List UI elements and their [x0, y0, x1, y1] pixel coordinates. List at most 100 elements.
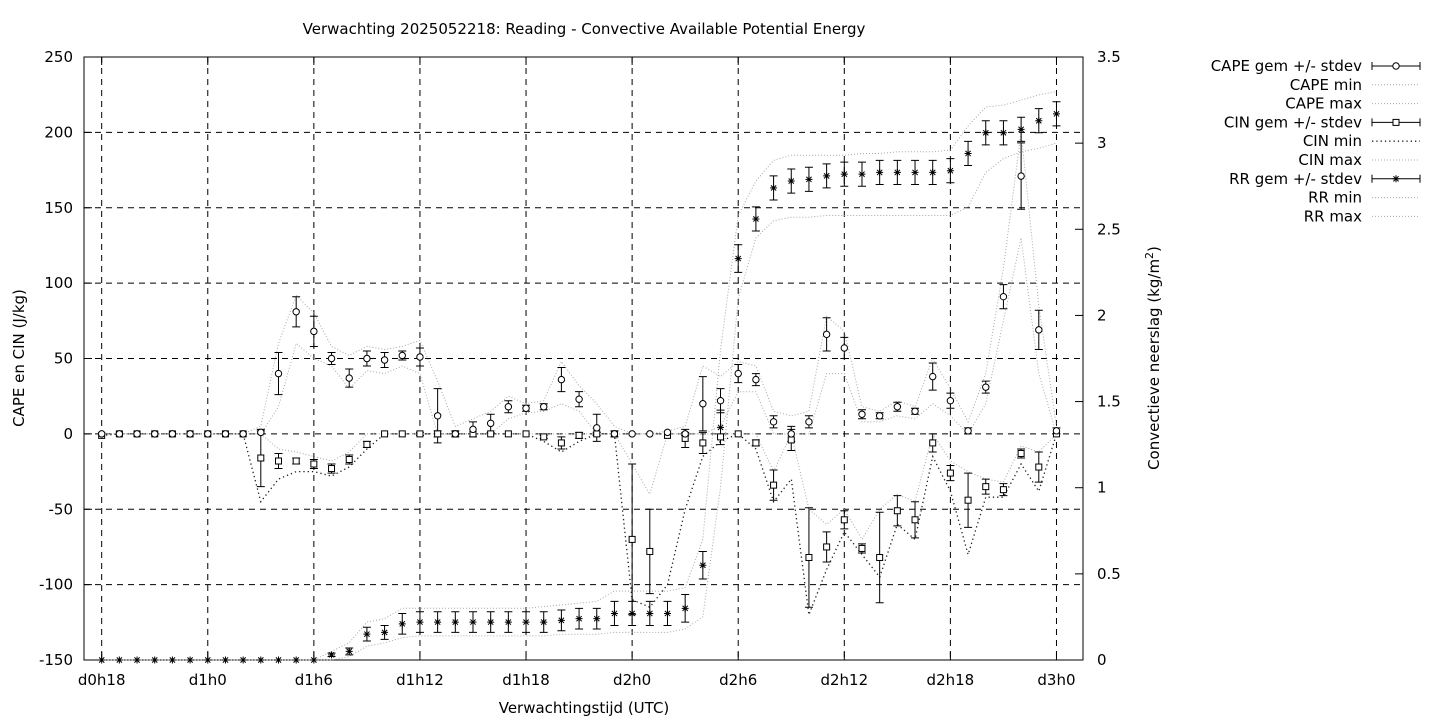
cin-point [823, 543, 831, 551]
rr-point [221, 656, 229, 664]
rr-point-shape [681, 604, 689, 612]
rr-point [646, 609, 654, 617]
cape-point [787, 430, 795, 438]
y-right-tick-labels: 0 0.5 1 1.5 2 2.5 3 3.5 [1097, 48, 1121, 669]
rr-point [487, 618, 495, 626]
cape-point [239, 430, 247, 438]
rr-point-shape [1035, 117, 1043, 125]
y-right-tick-label: 3 [1097, 134, 1107, 152]
rr-point-shape [434, 618, 442, 626]
rr-point [575, 615, 583, 623]
x-tick-label: d1h18 [502, 671, 550, 689]
rr-point-shape [999, 129, 1007, 137]
cape-point [398, 351, 406, 360]
cin-point [504, 430, 512, 438]
rr-point-shape [451, 618, 459, 626]
legend-label: RR max [1304, 207, 1362, 225]
cape-point [504, 403, 513, 411]
cape-point [486, 419, 495, 428]
rr-point [734, 255, 742, 263]
rr-point-shape [363, 630, 371, 638]
cin-point [310, 460, 318, 468]
rr-point-shape [310, 656, 318, 664]
rr-point-shape [168, 656, 176, 664]
cape-point [433, 412, 442, 420]
rr-point [770, 184, 778, 192]
rr-point-shape [274, 656, 282, 664]
rr-point [1017, 125, 1025, 133]
cape-point [1035, 326, 1043, 334]
rr-point-shape [823, 172, 831, 180]
rr-point [858, 170, 866, 178]
rr-point [522, 618, 530, 626]
legend-label: CAPE max [1285, 95, 1362, 113]
cape-point [840, 344, 849, 352]
y-right-tick-label: 2.5 [1097, 220, 1121, 238]
rr-point-shape [876, 168, 884, 176]
rr-point [787, 177, 795, 185]
cape-point [168, 430, 177, 438]
cin-point [381, 430, 389, 438]
rr-point [345, 647, 353, 655]
cin-point [982, 483, 990, 491]
cin-point [787, 436, 795, 444]
cin-point [487, 430, 495, 438]
cape-point [97, 430, 106, 438]
legend-marker-shape [1392, 175, 1400, 183]
x-tick-label: d1h6 [295, 671, 333, 689]
cin-max-line [101, 432, 1057, 541]
y-left-tick-label: 0 [63, 425, 73, 443]
rr-point [876, 168, 884, 176]
cape-point [663, 428, 672, 437]
legend-label: CIN max [1298, 151, 1362, 169]
cin-point [628, 535, 636, 543]
rr-point [168, 656, 176, 664]
cape-point [1017, 172, 1025, 180]
rr-point [328, 651, 336, 659]
rr-point [151, 656, 159, 664]
rr-point [1052, 110, 1060, 118]
y-left-tick-label: 100 [44, 274, 73, 292]
rr-point [257, 656, 265, 664]
cape-point [946, 397, 955, 405]
rr-point-shape [504, 618, 512, 626]
cape-point [628, 430, 636, 438]
rr-point-shape [416, 618, 424, 626]
cape-point [221, 430, 230, 438]
y-right-tick-label: 1.5 [1097, 393, 1121, 411]
series-markers [97, 110, 1061, 664]
cape-point [133, 430, 141, 438]
cape-point [593, 424, 601, 432]
rr-point-shape [221, 656, 229, 664]
rr-point [186, 656, 194, 664]
cin-point [964, 496, 972, 504]
y-axis-left-label: CAPE en CIN (J/kg) [10, 289, 28, 427]
rr-point-shape [946, 167, 954, 175]
rr-point-shape [787, 177, 795, 185]
cin-point [557, 439, 565, 447]
cape-point [310, 327, 318, 336]
cape-point [557, 375, 566, 384]
rr-point [946, 167, 954, 175]
rr-point-shape [717, 423, 725, 431]
rr-point-shape [858, 170, 866, 178]
rr-point-shape [328, 651, 336, 659]
legend-label: CIN gem +/- stdev [1224, 113, 1362, 131]
rr-point-shape [805, 175, 813, 183]
cape-point [699, 400, 707, 408]
rr-point-shape [557, 616, 565, 624]
rr-point [911, 168, 919, 176]
rr-point-shape [646, 609, 654, 617]
x-tick-label: d1h0 [189, 671, 227, 689]
x-tick-label: d0h18 [78, 671, 126, 689]
rr-point [1035, 117, 1043, 125]
rr-point-shape [398, 620, 406, 628]
rr-point-shape [575, 615, 583, 623]
rr-point-shape [98, 656, 106, 664]
rr-point-shape [964, 149, 972, 157]
rr-point [274, 656, 282, 664]
rr-point-shape [911, 168, 919, 176]
rr-point [964, 149, 972, 157]
